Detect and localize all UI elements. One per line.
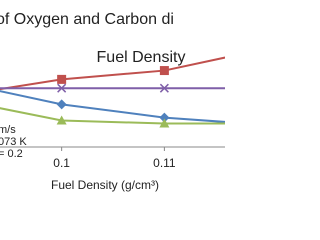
chart: of Oxygen and Carbon di Fuel Density Fue… [0,0,225,225]
x-tick-label: 0.1 [53,156,70,170]
page: of Oxygen and Carbon di Fuel Density Fue… [0,0,225,225]
marker [159,112,170,123]
annotation: m/s [0,124,16,136]
chart-title: Fuel Density [97,49,186,66]
marker [159,83,169,93]
marker [159,66,169,76]
marker [159,118,170,128]
annotation: 073 K [0,136,27,148]
marker [57,83,67,93]
marker [56,99,67,110]
x-tick-label: 0.11 [153,156,176,170]
marker [57,74,67,84]
x-axis-label: Fuel Density (g/cm³) [51,178,159,192]
background [0,0,225,225]
chart-title: of Oxygen and Carbon di [0,11,174,28]
annotation: = 0.2 [0,148,23,160]
marker [56,115,67,125]
series-line [0,107,225,125]
series-line [0,90,225,123]
